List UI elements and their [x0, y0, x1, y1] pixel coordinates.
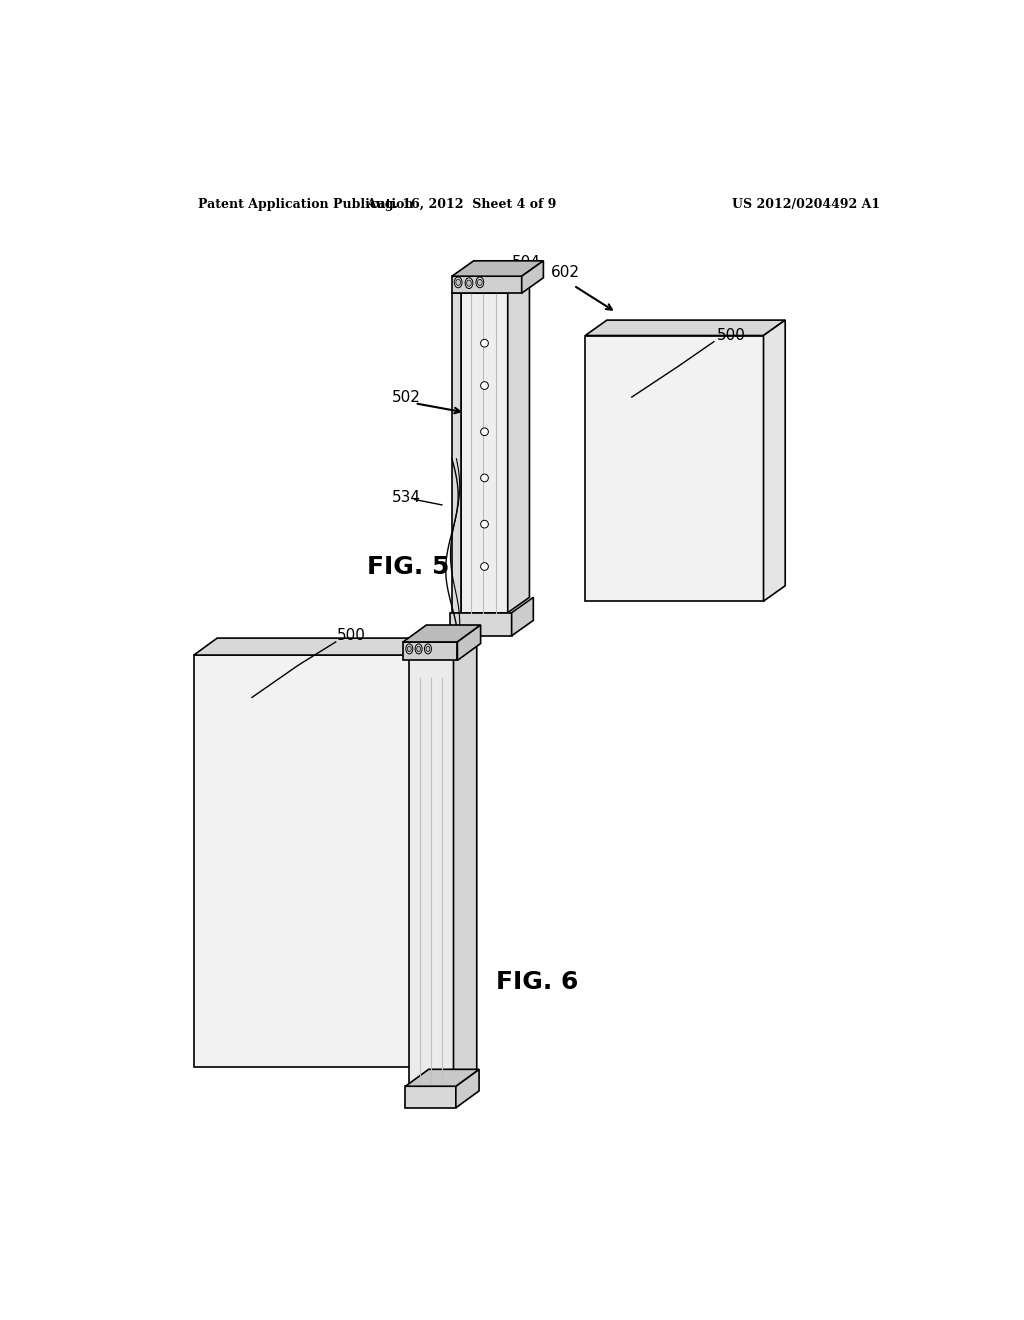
Polygon shape	[512, 597, 534, 636]
Polygon shape	[454, 642, 477, 1086]
Polygon shape	[403, 626, 480, 642]
Ellipse shape	[467, 280, 471, 286]
Ellipse shape	[455, 277, 462, 288]
Polygon shape	[411, 638, 434, 1067]
Polygon shape	[452, 261, 544, 276]
Polygon shape	[403, 642, 458, 660]
Text: Aug. 16, 2012  Sheet 4 of 9: Aug. 16, 2012 Sheet 4 of 9	[366, 198, 556, 211]
Text: 504: 504	[512, 255, 541, 269]
Ellipse shape	[417, 647, 421, 652]
Ellipse shape	[424, 644, 431, 653]
Text: FIG. 5: FIG. 5	[367, 554, 450, 578]
Polygon shape	[406, 1086, 456, 1107]
Polygon shape	[452, 293, 461, 612]
Text: 502: 502	[391, 389, 421, 405]
Ellipse shape	[477, 280, 482, 285]
Text: 500: 500	[337, 628, 367, 643]
Polygon shape	[458, 626, 480, 660]
Circle shape	[480, 520, 488, 528]
Ellipse shape	[465, 277, 473, 289]
Polygon shape	[586, 321, 785, 335]
Polygon shape	[194, 655, 411, 1067]
Text: US 2012/0204492 A1: US 2012/0204492 A1	[732, 198, 881, 211]
Polygon shape	[461, 293, 508, 612]
Text: 504: 504	[450, 627, 478, 642]
Polygon shape	[410, 659, 454, 1086]
Text: 500: 500	[717, 327, 745, 343]
Circle shape	[480, 562, 488, 570]
Ellipse shape	[426, 647, 430, 652]
Text: FIG. 6: FIG. 6	[496, 970, 579, 994]
Circle shape	[480, 428, 488, 436]
Polygon shape	[456, 1069, 479, 1107]
Text: 602: 602	[550, 265, 580, 280]
Ellipse shape	[456, 280, 461, 285]
Polygon shape	[410, 642, 477, 659]
Polygon shape	[521, 261, 544, 293]
Circle shape	[480, 381, 488, 389]
Polygon shape	[194, 638, 434, 655]
Polygon shape	[764, 321, 785, 601]
Ellipse shape	[476, 277, 483, 288]
Ellipse shape	[406, 644, 413, 653]
Polygon shape	[406, 1069, 479, 1086]
Polygon shape	[461, 277, 529, 293]
Circle shape	[480, 339, 488, 347]
Ellipse shape	[415, 644, 422, 653]
Polygon shape	[452, 276, 521, 293]
Polygon shape	[452, 277, 483, 293]
Polygon shape	[508, 277, 529, 612]
Text: Patent Application Publication: Patent Application Publication	[198, 198, 414, 211]
Polygon shape	[586, 335, 764, 601]
Polygon shape	[450, 612, 512, 636]
Text: 534: 534	[391, 490, 421, 504]
Ellipse shape	[408, 647, 412, 652]
Circle shape	[480, 474, 488, 482]
